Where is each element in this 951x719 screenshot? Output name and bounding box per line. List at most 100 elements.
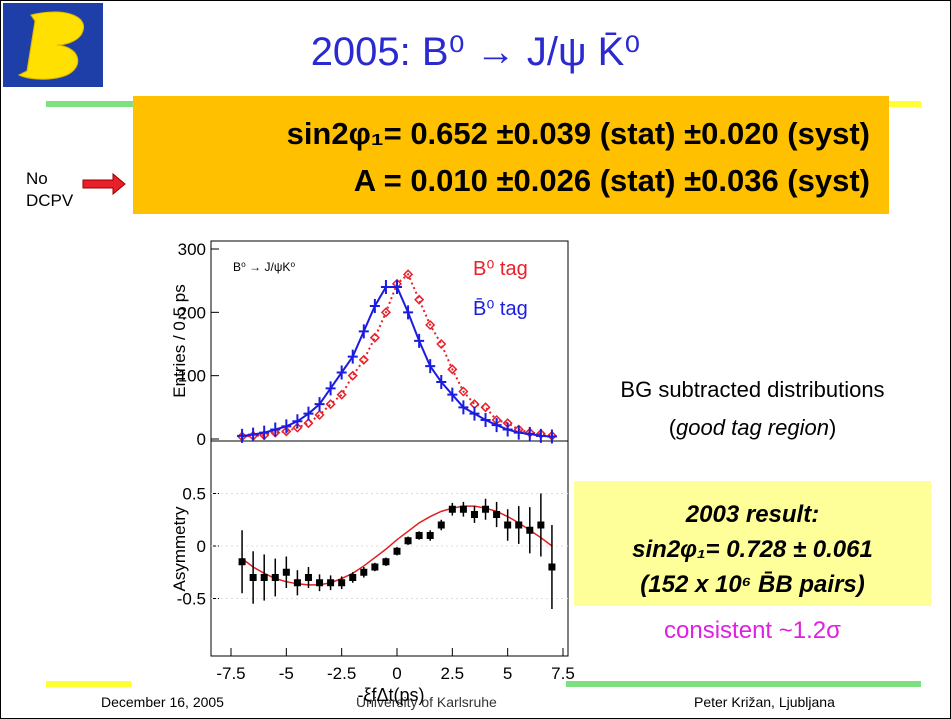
marker xyxy=(270,422,281,437)
previous-text: sin2φ₁= 0.728 ± 0.061 xyxy=(632,536,873,563)
marker xyxy=(259,425,270,440)
marker xyxy=(292,422,303,433)
paren: ) xyxy=(828,415,837,440)
marker xyxy=(316,579,324,587)
marker xyxy=(414,333,425,348)
previous-box xyxy=(574,481,931,606)
marker xyxy=(515,521,523,529)
marker xyxy=(469,406,480,421)
plot-frame xyxy=(210,240,569,657)
marker xyxy=(546,429,557,444)
marker xyxy=(426,532,434,539)
fit-line xyxy=(241,505,553,586)
footer-author: Peter Križan, Ljubljana xyxy=(694,694,835,710)
marker xyxy=(292,414,303,429)
marker xyxy=(393,547,401,555)
result-line: A = 0.010 ±0.026 (stat) ±0.036 (syst) xyxy=(353,163,870,198)
marker xyxy=(513,425,524,440)
x-tick-label: 5 xyxy=(503,664,512,683)
marker xyxy=(347,370,358,381)
marker xyxy=(470,511,478,518)
marker xyxy=(403,269,414,280)
marker xyxy=(436,375,447,389)
marker xyxy=(504,521,512,529)
marker xyxy=(493,511,501,518)
marker xyxy=(415,532,423,539)
result-box xyxy=(133,96,889,214)
marker xyxy=(437,521,445,529)
marker xyxy=(270,427,281,438)
annotation: B⁰ → J/ψK⁰ xyxy=(233,260,295,274)
y-tick-label: 100 xyxy=(178,367,206,386)
y-tick-label: 0 xyxy=(197,537,206,556)
marker xyxy=(436,338,447,350)
marker xyxy=(338,579,346,587)
marker xyxy=(502,422,513,437)
x-tick-label: -5 xyxy=(279,664,294,683)
marker xyxy=(248,427,259,442)
previous-text: (152 x 10⁶ B̄B pairs) xyxy=(640,571,865,598)
marker xyxy=(358,324,369,339)
marker xyxy=(369,332,380,343)
x-tick-label: -7.5 xyxy=(216,664,245,683)
side-text: BG subtracted distributions xyxy=(620,377,885,402)
marker xyxy=(303,406,314,421)
result-line: sin2φ₁= 0.652 ±0.039 (stat) ±0.020 (syst… xyxy=(286,116,870,151)
x-tick-label: 7.5 xyxy=(551,664,575,683)
footer-place: University of Karlsruhe xyxy=(356,694,497,710)
legend-entry: B̄⁰ tag xyxy=(473,297,528,320)
marker xyxy=(325,399,336,410)
marker xyxy=(281,419,292,434)
logo-text: BELLE xyxy=(31,61,63,72)
marker xyxy=(371,563,379,571)
marker xyxy=(293,579,301,587)
marker xyxy=(526,526,534,534)
marker xyxy=(237,428,248,443)
marker xyxy=(537,521,545,529)
marker xyxy=(392,280,402,294)
marker xyxy=(425,319,436,331)
marker xyxy=(314,397,325,412)
marker xyxy=(459,505,467,513)
marker xyxy=(282,568,290,576)
y-tick-label: 300 xyxy=(178,240,206,259)
marker xyxy=(447,387,458,402)
marker xyxy=(524,426,535,441)
y-axis-label: Asymmetry xyxy=(170,506,189,592)
marker xyxy=(271,574,279,581)
marker xyxy=(425,359,436,374)
marker xyxy=(480,402,491,413)
y-tick-label: 200 xyxy=(178,303,206,322)
rule xyxy=(566,681,921,687)
marker xyxy=(327,579,335,587)
marker xyxy=(260,574,268,581)
side-italic: good tag region xyxy=(676,415,829,440)
marker xyxy=(458,400,469,415)
y-tick-label: 0 xyxy=(197,430,206,449)
y-tick-label: -0.5 xyxy=(177,590,206,609)
x-axis-label: -ξfΔt(ps) xyxy=(357,685,424,705)
marker xyxy=(238,558,246,566)
y-axis-label: Entries / 0.5 ps xyxy=(170,284,189,397)
marker xyxy=(447,364,458,375)
marker xyxy=(448,505,456,513)
marker xyxy=(380,280,391,294)
marker xyxy=(349,574,357,581)
verdict: consistent ~1.2σ xyxy=(664,617,841,644)
marker xyxy=(347,349,358,364)
arrow xyxy=(82,172,126,196)
y-tick-label: 0.5 xyxy=(182,485,206,504)
marker xyxy=(360,568,368,576)
note: DCPV xyxy=(26,191,74,210)
marker xyxy=(281,426,292,437)
rule xyxy=(46,681,131,687)
marker xyxy=(336,389,347,400)
marker xyxy=(304,574,312,581)
marker xyxy=(369,299,380,313)
x-tick-label: -2.5 xyxy=(327,664,356,683)
marker xyxy=(482,505,490,513)
marker xyxy=(480,413,491,427)
paren: ( xyxy=(668,415,677,440)
